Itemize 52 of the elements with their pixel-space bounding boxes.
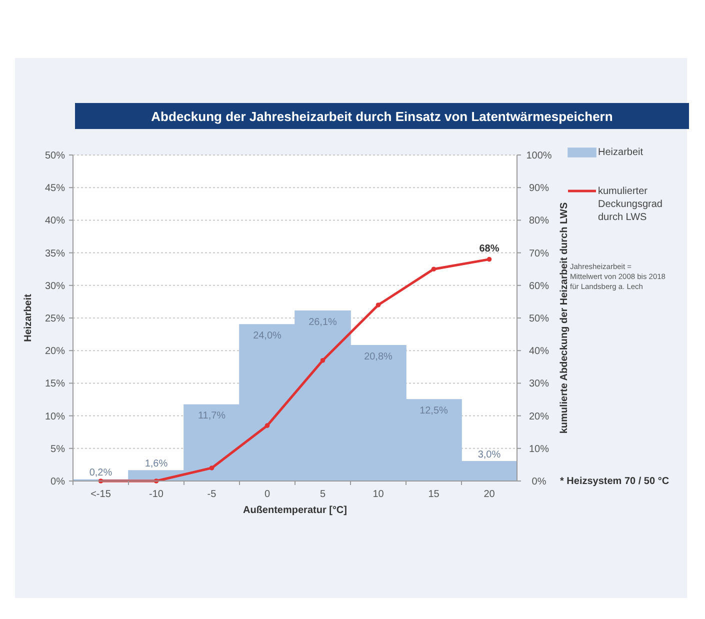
data-label: 26,1% <box>308 316 338 328</box>
y-tick-label: 25% <box>44 314 66 324</box>
data-label: 11,7% <box>198 410 226 422</box>
x-tick-label: -10 <box>149 489 164 500</box>
y-tick-label: 20% <box>44 346 66 358</box>
y-tick-label: 35% <box>44 248 66 260</box>
chart-title: Abdeckung der Jahresheizarbeit durch Einsatz von Latentwärmespeichern <box>151 109 613 124</box>
data-label: 24,0% <box>253 330 282 342</box>
data-label: 1,6% <box>144 458 168 470</box>
text: * Heizsystem 70 / 50 °C <box>560 476 670 487</box>
y2-tick-label: 50% <box>528 314 550 324</box>
x-tick-label: 5 <box>320 489 326 500</box>
y2-tick-label: 20% <box>528 411 550 422</box>
x-tick-label: -5 <box>207 489 217 500</box>
y2-tick-label: 70% <box>528 248 550 260</box>
point <box>209 466 214 470</box>
data-label: 68% <box>479 243 500 254</box>
legend-label: kumulierter Deckungsgrad durch LWS <box>598 186 662 223</box>
y-tick-label: 5% <box>50 444 66 455</box>
y2-tick-label: 0% <box>532 476 546 488</box>
y2-tick-label: 100% <box>526 150 552 162</box>
point <box>376 302 381 308</box>
y2-tick-label: 60% <box>528 280 550 292</box>
x-tick-label: <-15 <box>90 489 112 500</box>
x-tick-label: 0 <box>264 489 270 500</box>
point <box>486 256 492 262</box>
x-tick-label: 10 <box>372 489 384 500</box>
y-tick-label: 45% <box>44 183 66 194</box>
point <box>431 266 436 272</box>
y2-tick-label: 80% <box>528 216 550 227</box>
point <box>320 358 326 363</box>
y2-axis-title: kumulierte Abdeckung der Heizarbeit durch LWS <box>559 202 570 434</box>
y-axis-title: Heizarbeit <box>23 293 34 342</box>
y-tick-label: 50% <box>44 150 66 162</box>
y-tick-label: 10% <box>44 411 66 422</box>
x-tick-label: 20 <box>484 489 496 500</box>
x-tick-label: 15 <box>428 489 440 500</box>
y-tick-label: 15% <box>44 378 66 390</box>
data-label: 12,5% <box>420 406 448 416</box>
y2-tick-label: 10% <box>528 444 550 455</box>
data-label: 3,0% <box>478 449 501 460</box>
y2-tick-label: 40% <box>528 346 550 358</box>
y-tick-label: 40% <box>44 216 66 227</box>
legend-label: Heizarbeit <box>598 147 644 158</box>
x-axis-title: Außentemperatur [°C] <box>242 505 348 516</box>
data-label: 0,2% <box>89 468 112 479</box>
y2-tick-label: 90% <box>528 183 550 194</box>
y-tick-label: 0% <box>50 476 66 488</box>
y-tick-label: 30% <box>44 280 66 292</box>
point <box>264 423 270 428</box>
data-label: 20,8% <box>364 351 393 362</box>
y2-tick-label: 30% <box>528 378 550 390</box>
